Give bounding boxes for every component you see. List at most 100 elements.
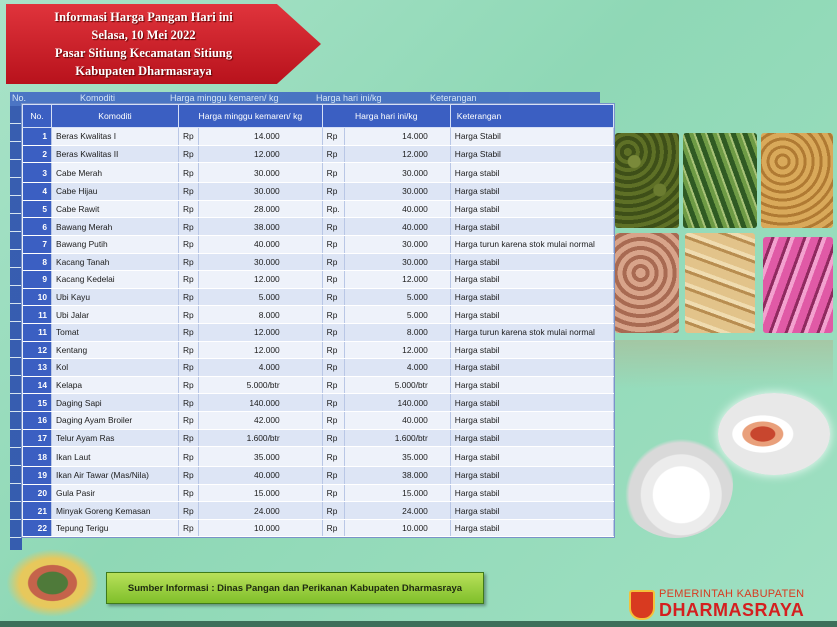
row-number: 20 bbox=[22, 484, 52, 503]
table-row: 13 Kol Rp 4.000 Rp 4.000 Harga stabil bbox=[22, 358, 615, 377]
row-currency-today: Rp bbox=[322, 429, 345, 448]
row-price-prev: 12.000 bbox=[198, 341, 323, 360]
row-number: 2 bbox=[22, 145, 52, 164]
row-number: 11 bbox=[22, 323, 52, 342]
row-number: 3 bbox=[22, 162, 52, 184]
row-price-today: 40.000 bbox=[344, 411, 451, 430]
row-price-prev: 38.000 bbox=[198, 217, 323, 236]
row-price-prev: 12.000 bbox=[198, 145, 323, 164]
row-currency-prev: Rp bbox=[178, 519, 199, 538]
row-komoditi: Kacang Kedelai bbox=[51, 270, 179, 289]
row-number: 16 bbox=[22, 411, 52, 430]
table-row: 4 Cabe Hijau Rp 30.000 Rp 30.000 Harga stabil bbox=[22, 182, 615, 201]
row-komoditi: Cabe Merah bbox=[51, 162, 179, 184]
row-komoditi: Minyak Goreng Kemasan bbox=[51, 501, 179, 520]
row-price-prev: 4.000 bbox=[198, 358, 323, 377]
row-currency-today: Rp bbox=[322, 446, 345, 468]
row-currency-prev: Rp bbox=[178, 305, 199, 324]
row-currency-today: Rp bbox=[322, 323, 345, 342]
logo-text-top: PEMERINTAH KABUPATEN bbox=[659, 588, 805, 600]
row-number: 17 bbox=[22, 429, 52, 448]
row-currency-today: Rp bbox=[322, 270, 345, 289]
table-row: 9 Kacang Kedelai Rp 12.000 Rp 12.000 Harga sta… bbox=[22, 270, 615, 289]
regency-emblem-icon bbox=[629, 590, 655, 620]
row-price-prev: 40.000 bbox=[198, 466, 323, 485]
row-currency-today: Rp bbox=[322, 182, 345, 201]
row-currency-today: Rp bbox=[322, 127, 345, 146]
row-currency-prev: Rp bbox=[178, 429, 199, 448]
row-currency-prev: Rp bbox=[178, 341, 199, 360]
row-price-prev: 8.000 bbox=[198, 305, 323, 324]
row-number: 13 bbox=[22, 358, 52, 377]
row-currency-prev: Rp bbox=[178, 270, 199, 289]
row-price-prev: 24.000 bbox=[198, 501, 323, 520]
row-price-today: 10.000 bbox=[344, 519, 451, 538]
row-keterangan: Harga stabil bbox=[450, 270, 615, 289]
table-row: 11 Ubi Jalar Rp 8.000 Rp 5.000 Harga stabil bbox=[22, 305, 615, 324]
sweet-potato-photo bbox=[763, 237, 833, 333]
row-komoditi: Cabe Rawit bbox=[51, 200, 179, 219]
row-komoditi: Ubi Jalar bbox=[51, 305, 179, 324]
banner-date: Selasa, 10 Mei 2022 bbox=[91, 28, 196, 42]
table-row: 17 Telur Ayam Ras Rp 1.600/btr Rp 1.600/btr Ha… bbox=[22, 429, 615, 448]
row-price-prev: 35.000 bbox=[198, 446, 323, 468]
banner-title: Informasi Harga Pangan Hari ini bbox=[54, 10, 233, 24]
row-price-today: 5.000/btr bbox=[344, 376, 451, 395]
source-bar: Sumber Informasi : Dinas Pangan dan Peri… bbox=[106, 572, 484, 604]
table-row: 16 Daging Ayam Broiler Rp 42.000 Rp 40.000 Har… bbox=[22, 411, 615, 430]
row-price-prev: 42.000 bbox=[198, 411, 323, 430]
regency-logo: PEMERINTAH KABUPATEN DHARMASRAYA bbox=[629, 587, 835, 623]
table-row: 11 Tomat Rp 12.000 Rp 8.000 Harga turun karena… bbox=[22, 323, 615, 342]
row-komoditi: Kacang Tanah bbox=[51, 253, 179, 272]
row-komoditi: Tepung Terigu bbox=[51, 519, 179, 538]
ghost-hari-ini: Harga hari ini/kg bbox=[316, 93, 382, 103]
row-price-prev: 28.000 bbox=[198, 200, 323, 219]
row-number: 1 bbox=[22, 127, 52, 146]
table-row: 10 Ubi Kayu Rp 5.000 Rp 5.000 Harga stabil bbox=[22, 288, 615, 307]
row-price-today: 12.000 bbox=[344, 145, 451, 164]
row-keterangan: Harga stabil bbox=[450, 217, 615, 236]
title-banner: Informasi Harga Pangan Hari ini Selasa, … bbox=[6, 4, 321, 84]
row-currency-prev: Rp bbox=[178, 446, 199, 468]
row-price-prev: 30.000 bbox=[198, 162, 323, 184]
row-keterangan: Harga stabil bbox=[450, 484, 615, 503]
table-row: 3 Cabe Merah Rp 30.000 Rp 30.000 Harga stabil bbox=[22, 162, 615, 184]
background-table-header: No. Komoditi Harga minggu kemaren/ kg Ha… bbox=[10, 92, 600, 106]
row-number: 18 bbox=[22, 446, 52, 468]
row-currency-prev: Rp bbox=[178, 217, 199, 236]
row-price-today: 1.600/btr bbox=[344, 429, 451, 448]
table-row: 19 Ikan Air Tawar (Mas/Nila) Rp 40.000 Rp 38.… bbox=[22, 466, 615, 485]
row-komoditi: Ubi Kayu bbox=[51, 288, 179, 307]
row-currency-today: Rp bbox=[322, 376, 345, 395]
row-currency-today: Rp bbox=[322, 217, 345, 236]
row-number: 10 bbox=[22, 288, 52, 307]
row-number: 8 bbox=[22, 253, 52, 272]
row-currency-prev: Rp bbox=[178, 393, 199, 412]
row-komoditi: Ikan Laut bbox=[51, 446, 179, 468]
ghost-kemaren: Harga minggu kemaren/ kg bbox=[170, 93, 279, 103]
row-currency-today: Rp bbox=[322, 253, 345, 272]
banner-regency: Kabupaten Dharmasraya bbox=[75, 64, 212, 78]
table-row: 2 Beras Kwalitas II Rp 12.000 Rp 12.000 Harga … bbox=[22, 145, 615, 164]
row-keterangan: Harga stabil bbox=[450, 341, 615, 360]
row-number: 12 bbox=[22, 341, 52, 360]
row-currency-prev: Rp bbox=[178, 288, 199, 307]
rice-photo bbox=[618, 430, 733, 538]
row-currency-today: Rp bbox=[322, 288, 345, 307]
row-komoditi: Tomat bbox=[51, 323, 179, 342]
row-price-today: 40.000 bbox=[344, 217, 451, 236]
ghost-ket: Keterangan bbox=[430, 93, 477, 103]
mung-bean-photo bbox=[615, 133, 679, 228]
row-currency-prev: Rp bbox=[178, 145, 199, 164]
header-kemaren: Harga minggu kemaren/ kg bbox=[178, 104, 323, 128]
row-price-today: 4.000 bbox=[344, 358, 451, 377]
row-price-prev: 40.000 bbox=[198, 235, 323, 254]
row-price-today: 30.000 bbox=[344, 182, 451, 201]
soybean-photo bbox=[761, 133, 833, 228]
row-komoditi: Ikan Air Tawar (Mas/Nila) bbox=[51, 466, 179, 485]
row-currency-today: Rp bbox=[322, 305, 345, 324]
row-number: 21 bbox=[22, 501, 52, 520]
row-komoditi: Cabe Hijau bbox=[51, 182, 179, 201]
row-price-prev: 12.000 bbox=[198, 270, 323, 289]
price-table: No. Komoditi Harga minggu kemaren/ kg Ha… bbox=[22, 104, 615, 538]
